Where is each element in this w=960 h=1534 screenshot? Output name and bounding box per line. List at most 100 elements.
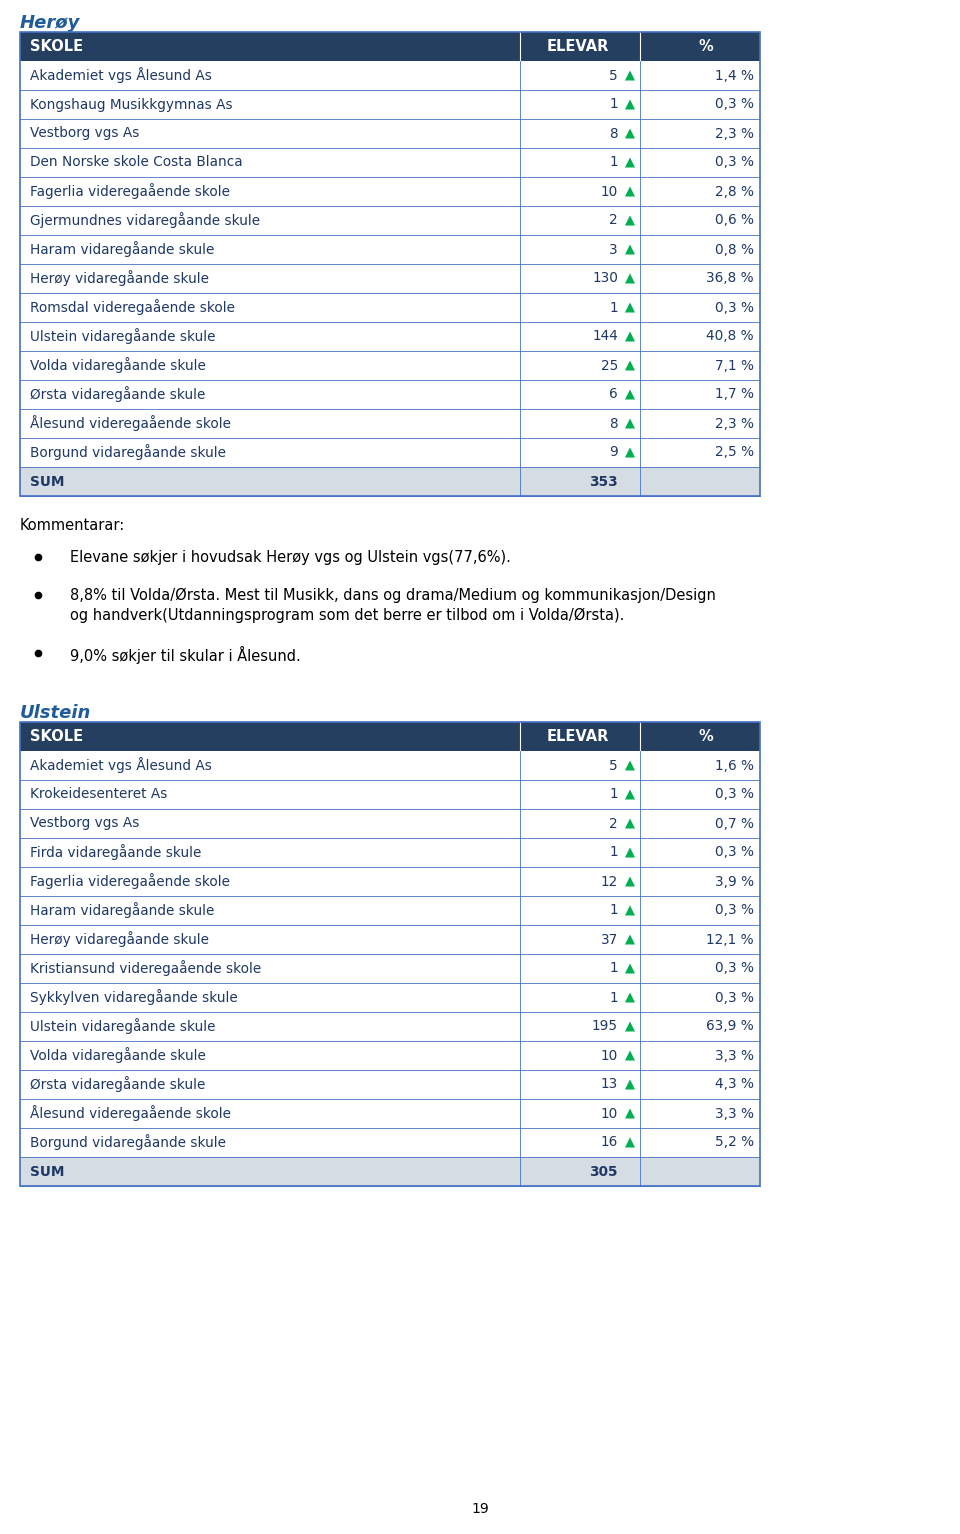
Text: Gjermundnes vidaregåande skule: Gjermundnes vidaregåande skule: [30, 213, 260, 229]
Text: Kommentarar:: Kommentarar:: [20, 518, 125, 532]
Bar: [20, 176, 760, 206]
Text: Ålesund videregaående skole: Ålesund videregaående skole: [30, 1106, 231, 1121]
Bar: [640, 32, 760, 61]
Text: 2,8 %: 2,8 %: [715, 184, 754, 198]
Text: 3,3 %: 3,3 %: [715, 1106, 754, 1120]
Text: 2,3 %: 2,3 %: [715, 417, 754, 431]
Text: 5: 5: [610, 69, 618, 83]
Text: 1: 1: [610, 845, 618, 859]
Bar: [520, 32, 640, 61]
Text: ELEVAR: ELEVAR: [546, 729, 609, 744]
Text: 63,9 %: 63,9 %: [707, 1020, 754, 1034]
Text: 144: 144: [592, 330, 618, 344]
Polygon shape: [625, 963, 635, 974]
Bar: [20, 867, 760, 896]
Text: Sykkylven vidaregåande skule: Sykkylven vidaregåande skule: [30, 989, 238, 1005]
Polygon shape: [625, 331, 635, 342]
Text: Den Norske skole Costa Blanca: Den Norske skole Costa Blanca: [30, 155, 243, 169]
Polygon shape: [625, 992, 635, 1003]
Text: Ålesund videregaående skole: Ålesund videregaående skole: [30, 416, 231, 431]
Polygon shape: [625, 448, 635, 457]
Bar: [20, 206, 760, 235]
Polygon shape: [625, 905, 635, 916]
Text: 0,3 %: 0,3 %: [715, 845, 754, 859]
Text: Volda vidaregåande skule: Volda vidaregåande skule: [30, 357, 205, 373]
Text: 1: 1: [610, 301, 618, 314]
Text: 1: 1: [610, 155, 618, 169]
Text: Herøy: Herøy: [20, 14, 81, 32]
Bar: [20, 91, 760, 120]
Text: 10: 10: [601, 1049, 618, 1063]
Text: 1,7 %: 1,7 %: [715, 388, 754, 402]
Text: 40,8 %: 40,8 %: [707, 330, 754, 344]
Text: 5,2 %: 5,2 %: [715, 1135, 754, 1149]
Text: Kongshaug Musikkgymnas As: Kongshaug Musikkgymnas As: [30, 98, 232, 112]
Bar: [20, 896, 760, 925]
Text: 10: 10: [601, 184, 618, 198]
Text: Ulstein: Ulstein: [20, 704, 91, 723]
Polygon shape: [625, 819, 635, 828]
Text: 0,3 %: 0,3 %: [715, 904, 754, 917]
Bar: [20, 351, 760, 380]
Text: og handverk(Utdanningsprogram som det berre er tilbod om i Volda/Ørsta).: og handverk(Utdanningsprogram som det be…: [70, 607, 624, 623]
Polygon shape: [625, 934, 635, 945]
Bar: [20, 723, 520, 752]
Polygon shape: [625, 1080, 635, 1089]
Text: 0,3 %: 0,3 %: [715, 98, 754, 112]
Text: Herøy vidaregåande skule: Herøy vidaregåande skule: [30, 931, 209, 948]
Polygon shape: [625, 215, 635, 225]
Polygon shape: [625, 100, 635, 109]
Bar: [20, 723, 760, 1186]
Text: 12: 12: [601, 874, 618, 888]
Text: 130: 130: [592, 272, 618, 285]
Polygon shape: [625, 244, 635, 255]
Text: Ørsta vidaregåande skule: Ørsta vidaregåande skule: [30, 1077, 205, 1092]
Text: 8: 8: [610, 417, 618, 431]
Text: 1: 1: [610, 787, 618, 801]
Text: 1,4 %: 1,4 %: [715, 69, 754, 83]
Text: 13: 13: [601, 1077, 618, 1092]
Text: 0,3 %: 0,3 %: [715, 962, 754, 976]
Text: Ørsta vidaregåande skule: Ørsta vidaregåande skule: [30, 387, 205, 402]
Text: 5: 5: [610, 758, 618, 773]
Text: 6: 6: [610, 388, 618, 402]
Bar: [20, 147, 760, 176]
Bar: [20, 779, 760, 808]
Text: 3,9 %: 3,9 %: [715, 874, 754, 888]
Bar: [20, 983, 760, 1012]
Text: Akademiet vgs Ålesund As: Akademiet vgs Ålesund As: [30, 758, 212, 773]
Text: 3,3 %: 3,3 %: [715, 1049, 754, 1063]
Text: 8: 8: [610, 126, 618, 141]
Text: 305: 305: [589, 1164, 618, 1178]
Text: 16: 16: [601, 1135, 618, 1149]
Bar: [640, 723, 760, 752]
Text: 1: 1: [610, 962, 618, 976]
Text: 3: 3: [610, 242, 618, 256]
Polygon shape: [625, 1051, 635, 1060]
Text: 12,1 %: 12,1 %: [707, 933, 754, 946]
Text: Krokeidesenteret As: Krokeidesenteret As: [30, 787, 167, 801]
Text: 19: 19: [471, 1502, 489, 1516]
Text: Borgund vidaregåande skule: Borgund vidaregåande skule: [30, 1135, 226, 1150]
Text: Elevane søkjer i hovudsak Herøy vgs og Ulstein vgs(77,6%).: Elevane søkjer i hovudsak Herøy vgs og U…: [70, 551, 511, 565]
Text: 2: 2: [610, 213, 618, 227]
Polygon shape: [625, 129, 635, 138]
Text: Romsdal videregaående skole: Romsdal videregaående skole: [30, 299, 235, 316]
Text: 0,3 %: 0,3 %: [715, 787, 754, 801]
Text: %: %: [699, 38, 713, 54]
Text: 9,0% søkjer til skular i Ålesund.: 9,0% søkjer til skular i Ålesund.: [70, 646, 300, 664]
Polygon shape: [625, 761, 635, 770]
Text: SUM: SUM: [30, 474, 64, 488]
Text: 0,8 %: 0,8 %: [715, 242, 754, 256]
Text: 8,8% til Volda/Ørsta. Mest til Musikk, dans og drama/Medium og kommunikasjon/Des: 8,8% til Volda/Ørsta. Mest til Musikk, d…: [70, 588, 716, 603]
Text: Akademiet vgs Ålesund As: Akademiet vgs Ålesund As: [30, 67, 212, 83]
Text: Vestborg vgs As: Vestborg vgs As: [30, 816, 139, 830]
Bar: [20, 32, 520, 61]
Bar: [20, 466, 760, 495]
Text: 4,3 %: 4,3 %: [715, 1077, 754, 1092]
Text: 353: 353: [589, 474, 618, 488]
Bar: [20, 439, 760, 466]
Polygon shape: [625, 390, 635, 399]
Bar: [20, 1012, 760, 1042]
Text: 195: 195: [592, 1020, 618, 1034]
